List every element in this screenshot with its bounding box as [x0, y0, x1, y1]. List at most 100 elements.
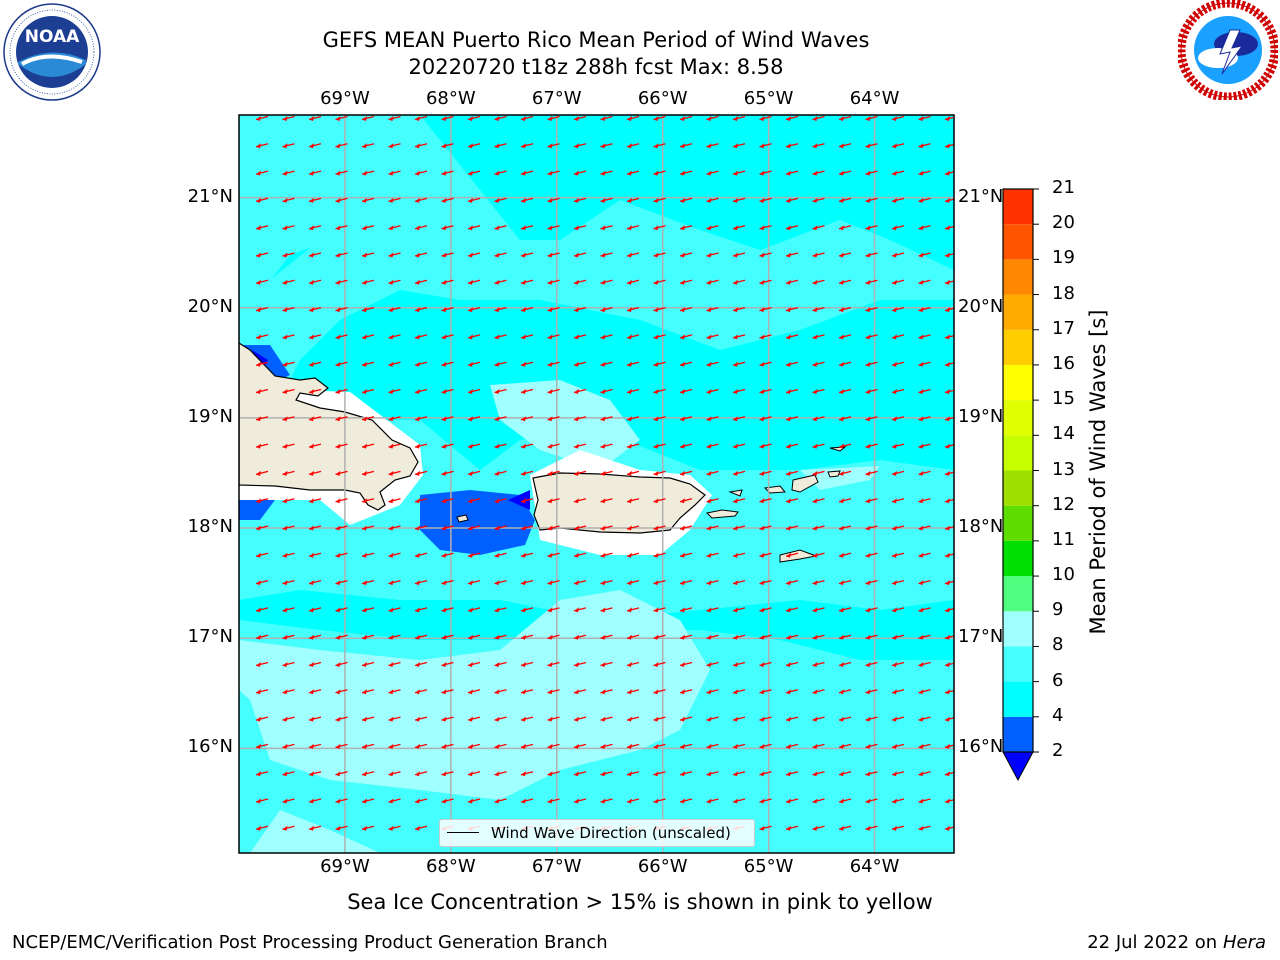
arrow-76 — [838, 170, 852, 176]
arrow-223 — [441, 334, 454, 340]
arrow-97 — [679, 197, 693, 203]
arrow-173 — [547, 279, 560, 285]
arrow-75 — [812, 170, 825, 176]
arrow-251 — [467, 361, 481, 367]
arrow-441 — [494, 552, 507, 558]
arrow-576 — [494, 689, 507, 695]
arrow-263 — [785, 361, 799, 367]
arrow-613 — [759, 716, 772, 722]
arrow-206 — [706, 306, 719, 313]
colorbar-bin-14 — [1003, 224, 1033, 260]
land-hispaniola — [239, 342, 419, 511]
arrow-67 — [600, 170, 613, 176]
sea-ice-note: Sea Ice Concentration > 15% is shown in … — [347, 890, 933, 914]
arrow-351 — [255, 470, 269, 476]
arrow-355 — [361, 470, 375, 476]
arrow-700 — [918, 798, 931, 804]
arrow-13 — [600, 115, 613, 121]
arrow-167 — [388, 279, 401, 285]
arrow-133 — [918, 225, 931, 231]
colorbar-label-10: 15 — [1052, 388, 1075, 410]
arrow-403 — [918, 498, 931, 504]
arrow-582 — [653, 689, 666, 695]
lat-label-left-4: 17°N — [187, 626, 233, 648]
arrow-232 — [679, 334, 693, 340]
arrow-111 — [335, 225, 348, 231]
arrow-368 — [706, 470, 719, 476]
arrow-242 — [944, 334, 954, 340]
arrow-124 — [679, 225, 693, 231]
arrow-135 — [255, 252, 269, 258]
arrow-313 — [679, 416, 693, 422]
arrow-229 — [600, 334, 613, 340]
arrow-253 — [520, 361, 534, 367]
arrow-420 — [653, 525, 666, 531]
arrow-233 — [706, 334, 719, 340]
arrow-689 — [626, 798, 640, 804]
arrow-514 — [282, 634, 295, 640]
arrow-345 — [812, 443, 825, 449]
arrow-502 — [679, 607, 693, 613]
arrow-525 — [573, 634, 587, 640]
arrow-684 — [494, 798, 507, 804]
arrow-99 — [732, 197, 746, 203]
arrow-551 — [547, 661, 560, 667]
arrow-425 — [785, 525, 799, 531]
arrow-484 — [918, 579, 931, 586]
arrow-125 — [706, 225, 719, 231]
arrow-621 — [255, 743, 269, 749]
arrow-337 — [600, 443, 613, 449]
arrow-336 — [573, 443, 587, 449]
arrow-561 — [812, 661, 825, 667]
arrow-615 — [812, 716, 825, 722]
arrow-280 — [520, 388, 534, 394]
arrow-577 — [520, 689, 534, 695]
arrow-564 — [891, 661, 905, 667]
arrow-682 — [441, 798, 454, 804]
arrow-659 — [547, 771, 560, 777]
arrow-557 — [706, 661, 719, 667]
arrow-548 — [467, 661, 481, 667]
arrow-121 — [600, 225, 613, 231]
arrow-60 — [414, 170, 428, 176]
arrow-169 — [441, 279, 454, 285]
arrow-358 — [441, 470, 454, 476]
arrow-628 — [441, 743, 454, 749]
arrow-37 — [520, 143, 534, 149]
arrow-428 — [865, 525, 878, 531]
arrow-485 — [944, 580, 954, 586]
arrow-483 — [891, 579, 905, 586]
arrow-559 — [759, 661, 772, 667]
arrow-323 — [944, 416, 954, 422]
arrow-364 — [600, 470, 613, 476]
arrow-511 — [918, 607, 931, 613]
arrow-498 — [573, 607, 587, 613]
arrow-476 — [706, 579, 719, 586]
arrow-54 — [255, 170, 269, 176]
arrow-366 — [653, 470, 666, 476]
contour-band-2-4-west — [239, 498, 275, 520]
arrow-104 — [865, 197, 878, 203]
arrow-624 — [335, 743, 348, 749]
arrow-545 — [388, 661, 401, 667]
arrow-728 — [944, 825, 954, 831]
arrow-363 — [573, 470, 587, 476]
arrow-722 — [785, 825, 799, 831]
arrow-150 — [653, 252, 666, 258]
arrow-536 — [865, 634, 878, 640]
chart-title-line-1: GEFS MEAN Puerto Rico Mean Period of Win… — [322, 28, 870, 52]
arrow-407 — [308, 525, 322, 531]
arrow-445 — [600, 552, 613, 558]
arrow-64 — [520, 170, 534, 176]
arrow-394 — [679, 498, 693, 504]
arrow-581 — [626, 689, 640, 695]
arrow-681 — [414, 798, 428, 804]
arrow-161 — [944, 252, 954, 258]
arrow-486 — [255, 607, 269, 613]
arrow-618 — [891, 716, 905, 722]
arrow-51 — [891, 143, 905, 149]
colorbar — [1002, 188, 1039, 782]
contour-band-8-9-south — [239, 590, 710, 800]
arrow-7 — [441, 115, 454, 121]
arrow-302 — [388, 416, 401, 422]
